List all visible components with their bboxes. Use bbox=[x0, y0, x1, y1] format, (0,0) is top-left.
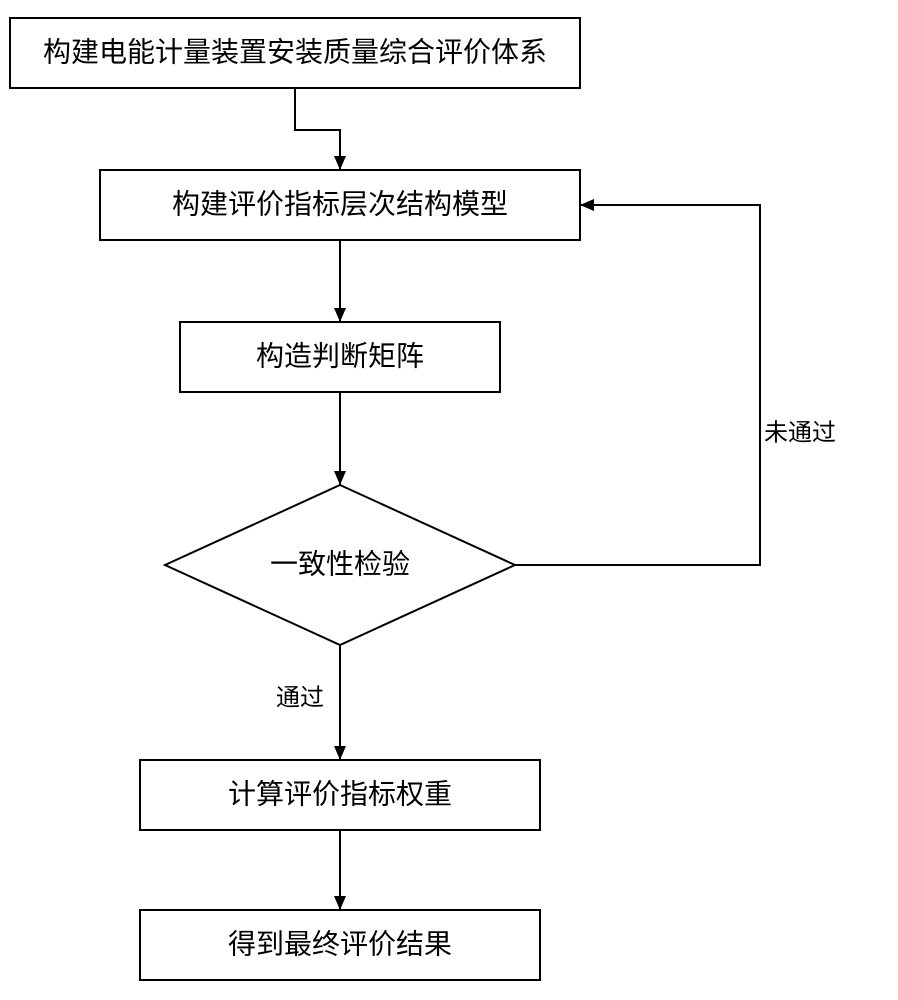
edge-label: 未通过 bbox=[764, 420, 836, 447]
flow-node-label: 构造判断矩阵 bbox=[256, 340, 424, 372]
flow-node-label: 得到最终评价结果 bbox=[228, 928, 452, 960]
edge-label: 通过 bbox=[276, 685, 324, 712]
flowchart-canvas: 通过 未通过 构建电能计量装置安装质量综合评价体系构建评价指标层次结构模型构造判断矩… bbox=[0, 0, 898, 1000]
flow-node-label: 一致性检验 bbox=[270, 548, 410, 580]
flow-node-label: 构建评价指标层次结构模型 bbox=[172, 188, 508, 220]
flow-node-label: 构建电能计量装置安装质量综合评价体系 bbox=[43, 36, 547, 68]
flow-node-label: 计算评价指标权重 bbox=[228, 778, 452, 810]
